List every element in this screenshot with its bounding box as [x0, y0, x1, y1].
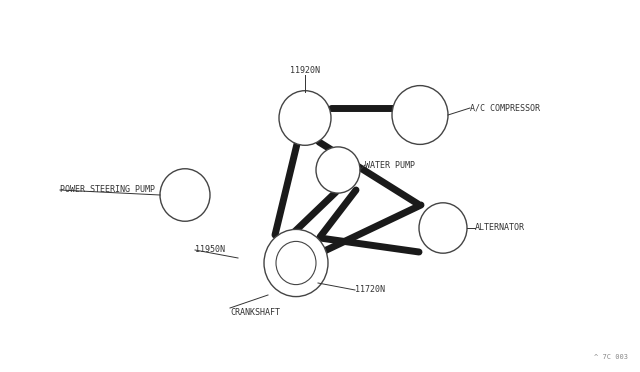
Text: A/C COMPRESSOR: A/C COMPRESSOR	[470, 103, 540, 112]
Text: 11920N: 11920N	[290, 66, 320, 75]
Ellipse shape	[316, 147, 360, 193]
Ellipse shape	[392, 86, 448, 144]
Text: ALTERNATOR: ALTERNATOR	[475, 224, 525, 232]
Text: 11950N: 11950N	[195, 246, 225, 254]
Text: POWER STEERING PUMP: POWER STEERING PUMP	[60, 186, 155, 195]
Text: WATER PUMP: WATER PUMP	[365, 160, 415, 170]
Ellipse shape	[264, 230, 328, 296]
Text: 11720N: 11720N	[355, 285, 385, 295]
Ellipse shape	[419, 203, 467, 253]
Ellipse shape	[160, 169, 210, 221]
Text: CRANKSHAFT: CRANKSHAFT	[230, 308, 280, 317]
Ellipse shape	[279, 91, 331, 145]
Text: ^ 7C 003: ^ 7C 003	[594, 354, 628, 360]
Ellipse shape	[276, 241, 316, 285]
